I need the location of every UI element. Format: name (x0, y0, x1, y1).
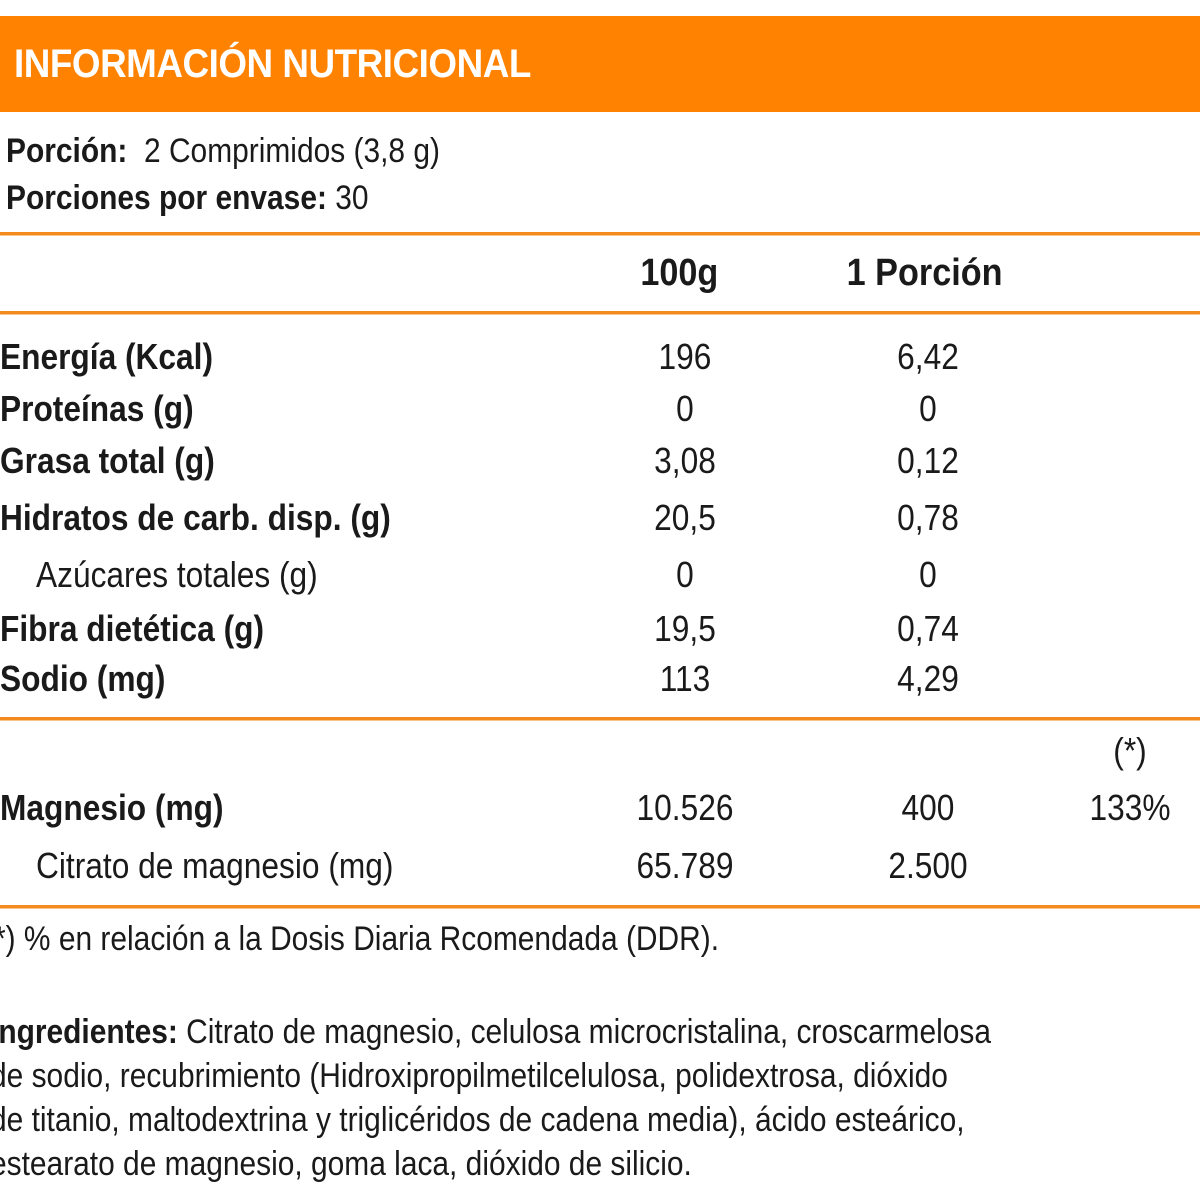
table-row-magnesium-citrate: Citrato de magnesio (mg) 65.789 2.500 (0, 848, 1200, 898)
ingredients-label: Ingredientes: (0, 1013, 178, 1051)
ddr-column-header: (*) (1113, 730, 1147, 771)
ingredients-text: Citrato de magnesio, celulosa microcrist… (177, 1013, 992, 1051)
table-row-fat: Grasa total (g) 3,08 0,12 (0, 443, 1200, 493)
table-row-fiber: Fibra dietética (g) 19,5 0,74 (0, 611, 1200, 661)
ingredients-line: estearato de magnesio, goma laca, dióxid… (0, 1145, 692, 1183)
value-per-portion: 0,12 (897, 440, 959, 481)
value-per-100g: 0 (676, 388, 694, 429)
nutrient-label: Sodio (mg) (0, 658, 166, 699)
ddr-footnote: *) % en relación a la Dosis Diaria Rcome… (0, 920, 720, 958)
value-per-portion: 0,78 (897, 497, 959, 538)
ddr-header-row: (*) (0, 733, 1200, 783)
servings-per-container-value: 30 (335, 179, 369, 217)
divider (0, 905, 1200, 908)
table-row-sodium: Sodio (mg) 113 4,29 (0, 661, 1200, 711)
ingredients-line: Ingredientes: Citrato de magnesio, celul… (0, 1010, 1200, 1054)
table-row-carbs: Hidratos de carb. disp. (g) 20,5 0,78 (0, 500, 1200, 550)
value-per-100g: 19,5 (654, 608, 716, 649)
value-per-100g: 65.789 (636, 845, 734, 886)
value-per-100g: 3,08 (654, 440, 716, 481)
nutrient-label: Azúcares totales (g) (36, 554, 318, 595)
divider (0, 311, 1200, 314)
nutrient-label: Proteínas (g) (0, 388, 194, 429)
value-per-100g: 113 (659, 658, 711, 699)
serving-size: Porción: 2 Comprimidos (3,8 g) (6, 134, 440, 168)
value-ddr: 133% (1089, 787, 1171, 828)
value-per-100g: 0 (676, 554, 694, 595)
value-per-portion: 6,42 (897, 336, 959, 377)
column-header-portion: 1 Porción (846, 252, 1003, 294)
value-per-portion: 0,74 (897, 608, 959, 649)
table-row-magnesium: Magnesio (mg) 10.526 400 133% (0, 790, 1200, 840)
nutrient-label: Grasa total (g) (0, 440, 215, 481)
page-title: INFORMACIÓN NUTRICIONAL (14, 42, 531, 86)
nutrient-label: Hidratos de carb. disp. (g) (0, 497, 391, 538)
servings-per-container-label: Porciones por envase: (6, 179, 327, 217)
value-per-100g: 196 (658, 336, 712, 377)
table-row-protein: Proteínas (g) 0 0 (0, 391, 1200, 441)
ingredients-line: de sodio, recubrimiento (Hidroxipropilme… (0, 1057, 948, 1095)
table-row-energy: Energía (Kcal) 196 6,42 (0, 339, 1200, 389)
ingredients-block: Ingredientes: Citrato de magnesio, celul… (0, 1010, 1200, 1186)
divider (0, 717, 1200, 720)
nutrient-label: Fibra dietética (g) (0, 608, 265, 649)
divider (0, 232, 1200, 235)
value-per-portion: 0 (919, 554, 937, 595)
serving-size-label: Porción: (6, 132, 128, 170)
value-per-100g: 20,5 (654, 497, 716, 538)
header-bar (0, 16, 1200, 112)
table-row-sugars: Azúcares totales (g) 0 0 (0, 557, 1200, 607)
nutrient-label: Magnesio (mg) (0, 787, 224, 828)
value-per-100g: 10.526 (636, 787, 734, 828)
serving-size-value: 2 Comprimidos (3,8 g) (143, 132, 440, 170)
value-per-portion: 400 (901, 787, 955, 828)
value-per-portion: 4,29 (897, 658, 959, 699)
value-per-portion: 2.500 (888, 845, 968, 886)
ingredients-line: de titanio, maltodextrina y triglicérido… (0, 1101, 965, 1139)
column-header-100g: 100g (640, 252, 719, 294)
nutrient-label: Citrato de magnesio (mg) (36, 845, 394, 886)
value-per-portion: 0 (919, 388, 937, 429)
nutrient-label: Energía (Kcal) (0, 336, 214, 377)
servings-per-container: Porciones por envase: 30 (6, 181, 369, 215)
